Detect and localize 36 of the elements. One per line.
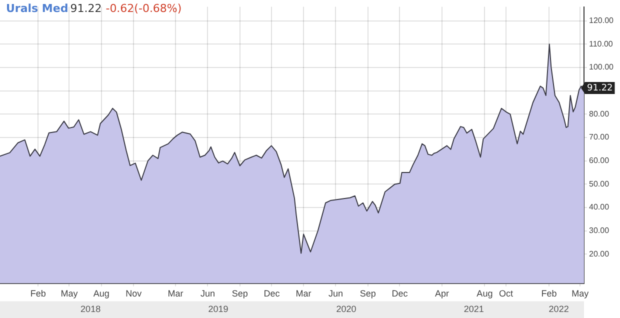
y-tick-label: 120.00: [589, 16, 614, 26]
y-tick-label: 110.00: [589, 39, 614, 48]
x-tick-label: Mar: [168, 288, 184, 298]
y-tick-label: 60.00: [589, 156, 610, 166]
x2-tick-label: 2020: [336, 304, 356, 314]
x-tick-label: Aug: [93, 288, 110, 298]
x2-tick-label: 2022: [548, 304, 569, 314]
x2-tick-label: 2021: [464, 304, 484, 314]
x-tick-label: Mar: [296, 288, 312, 298]
x-tick-label: Jun: [328, 288, 343, 298]
chart-title: Urals Med: [6, 2, 68, 15]
x2-tick-label: 2019: [208, 304, 228, 314]
x-tick-label: Jun: [200, 288, 215, 298]
annotation: -0.62(-0.68%): [106, 2, 182, 15]
y-tick-label: 50.00: [589, 179, 610, 188]
y-tick-label: 70.00: [589, 132, 610, 142]
x-tick-label: Oct: [499, 288, 514, 298]
x-tick-label: Feb: [541, 288, 557, 298]
x-tick-label: May: [60, 288, 78, 298]
x-tick-label: Apr: [435, 288, 450, 298]
x-tick-label: Sep: [360, 288, 376, 298]
x-tick-label: Dec: [264, 288, 280, 298]
y-tick-label: 100.00: [589, 62, 614, 72]
annotation: 91.22: [587, 83, 613, 94]
x-tick-label: Aug: [476, 288, 493, 298]
x-tick-label: Dec: [392, 288, 408, 298]
y-tick-label: 20.00: [589, 249, 610, 258]
y-tick-label: 30.00: [589, 226, 610, 236]
y-tick-label: 40.00: [589, 202, 610, 212]
x-tick-label: Nov: [126, 288, 142, 298]
x-tick-label: May: [572, 288, 590, 298]
y-tick-label: 80.00: [589, 109, 610, 118]
x2-tick-label: 2018: [80, 304, 101, 314]
x-tick-label: Feb: [30, 288, 46, 298]
x-tick-label: Sep: [232, 288, 248, 298]
chart-subtitle: 91.22: [70, 2, 102, 15]
